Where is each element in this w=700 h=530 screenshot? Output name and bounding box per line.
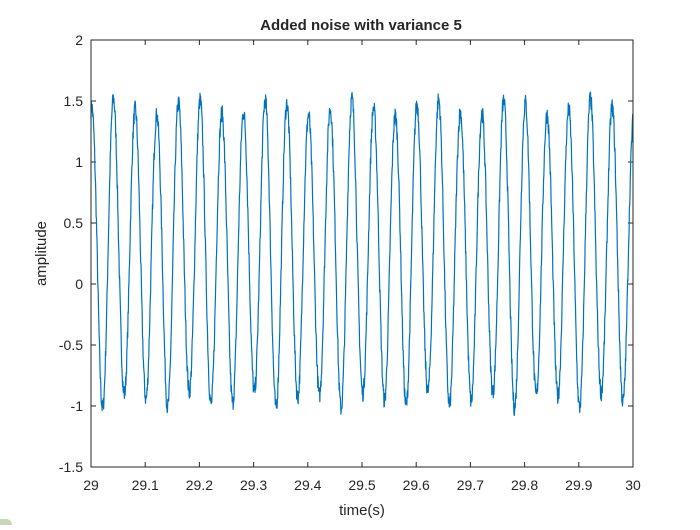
x-axis-ticks: 29 29.1 29.2 29.3 29.4 29.5 29.6 29.7 29.8 29.9 30 [83,40,641,493]
y-tick-label: 2 [75,32,83,48]
chart-title: Added noise with variance 5 [260,17,462,34]
x-tick-label: 29.6 [403,477,430,493]
series-line [90,91,634,416]
y-axis-label: amplitude [33,221,50,286]
x-tick-label: 29.7 [457,477,484,493]
x-tick-label: 29.3 [240,477,267,493]
y-tick-label: -1 [71,398,84,414]
y-tick-label: 1 [75,154,83,170]
y-axis-ticks: -1.5 -1 -0.5 0 0.5 1 1.5 2 [59,32,633,475]
y-tick-label: 0.5 [64,215,84,231]
y-tick-label: 0 [75,276,83,292]
x-tick-label: 29.8 [511,477,538,493]
y-tick-label: -1.5 [59,459,83,475]
x-tick-label: 29.9 [565,477,592,493]
x-tick-label: 29.2 [186,477,213,493]
plot-area-border [90,39,634,468]
window-corner-mark [0,519,12,525]
x-axis-label: time(s) [339,502,385,519]
x-tick-label: 29.4 [294,477,321,493]
x-tick-label: 29.1 [132,477,159,493]
x-tick-label: 29.5 [348,477,375,493]
x-tick-label: 30 [625,477,641,493]
x-tick-label: 29 [83,477,99,493]
y-tick-label: -0.5 [59,337,83,353]
y-tick-label: 1.5 [64,93,84,109]
